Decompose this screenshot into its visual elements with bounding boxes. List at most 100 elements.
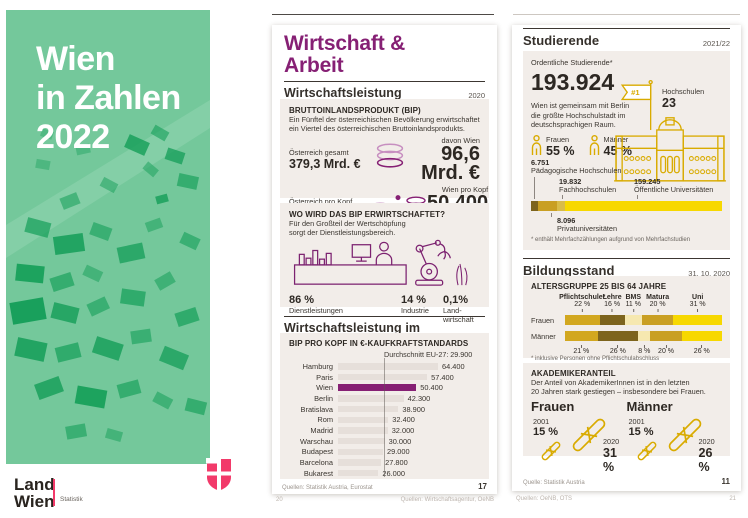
page-behind-edge-left [272, 14, 494, 15]
bar-category-label: Barcelona [299, 458, 333, 468]
students-footnote: * enthält Mehrfachzählungen aufgrund von… [531, 237, 691, 243]
tick [562, 195, 563, 199]
vienna-percap-label: Wien pro Kopf [441, 184, 489, 194]
vienna-total-value: 96,6 Mrd. € [421, 142, 480, 184]
academics-panel: AKADEMIKERANTEIL Der Anteil von Akademik… [523, 363, 730, 474]
bip-comparison-chart: Durchschnitt EU-27: 29.900 Hamburg 64.400… [289, 350, 480, 480]
sector-agriculture: 0,1% Land- wirtschaft [443, 294, 474, 325]
chart-bar-row: Wien 50.400 [289, 382, 480, 393]
agegroup-heading: ALTERSGRUPPE 25 BIS 64 JAHRE [531, 282, 667, 291]
pct: 8 % [638, 348, 651, 355]
chart-bar-row: Warschau 30.000 [289, 436, 480, 447]
chart-bar-row: Hamburg 64.400 [289, 361, 480, 372]
bar [338, 427, 388, 434]
men-heading: Männer [626, 398, 673, 414]
bar-value-label: 32.400 [392, 415, 415, 425]
agriculture-share: 0,1% [443, 293, 469, 306]
academics-heading: AKADEMIKERANTEIL [531, 369, 616, 378]
sector-industry: 14 % Industrie [401, 294, 443, 325]
women-2001: 2001 15 % [533, 417, 558, 438]
students-left-column: Ordentliche Studierende* 193.924 Wien is… [531, 58, 639, 161]
pct: 21 % [573, 348, 590, 355]
gdp-panel: BRUTTOINLANDSPRODUKT (BIP) Ein Fünftel d… [280, 99, 489, 232]
behind-page-number: 20 [276, 497, 283, 503]
gdp-total-row: Österreich gesamt 379,3 Mrd. € davon Wie… [289, 136, 480, 183]
year: 2020 [603, 436, 620, 446]
bar-segment [638, 331, 651, 341]
page-behind-edge-right [513, 14, 740, 15]
bar [338, 405, 399, 413]
cover-page: Wien in Zahlen 2022 [6, 10, 210, 464]
agegroup-panel: ALTERSGRUPPE 25 BIS 64 JAHRE Pflichtschu… [523, 276, 730, 362]
bar-category-label: Bukarest [303, 468, 333, 478]
services-share: 86 % [289, 293, 315, 306]
value: 19.832 [559, 177, 582, 186]
woman-icon [531, 135, 542, 161]
leader-line [534, 177, 535, 199]
fachhochschulen-label: 19.832 Fachhochschulen [559, 177, 616, 195]
pct: 20 % [658, 348, 675, 355]
category-name: Matura [646, 294, 670, 301]
students-stacked-bar [531, 201, 722, 211]
logo-wien: Wien [14, 492, 55, 511]
category-name: Pflichtschule* [559, 294, 606, 301]
bar-category-label: Rom [317, 415, 333, 425]
tick [551, 213, 552, 217]
gdp-description: Ein Fünftel der österreichischen Bevölke… [289, 115, 480, 134]
bar-segment [673, 315, 722, 325]
women-pct: 16 % [604, 301, 621, 308]
tick [581, 309, 583, 312]
bar [338, 373, 428, 381]
behind-page-source: Quellen: Wirtschaftsagentur, OeNB [400, 497, 494, 503]
diploma-icon-large [572, 418, 606, 451]
bar-segment [641, 315, 674, 325]
page-number: 11 [721, 477, 730, 486]
bar-category-label: Budapest [301, 447, 333, 457]
bar-value-label: 64.400 [442, 361, 465, 371]
women-value: 55 % [546, 144, 575, 159]
chart-bar-row: Rom 32.400 [289, 414, 480, 425]
bar-category-label: Wien [316, 383, 333, 393]
women-share: Frauen 55 % [531, 135, 575, 161]
bar-segment [531, 201, 538, 211]
tick [632, 309, 634, 312]
year: 2001 [628, 416, 645, 426]
tick [665, 345, 667, 348]
chart-bar-row: Madrid 32.000 [289, 425, 480, 436]
bar [338, 416, 389, 424]
coin-stack-icon [369, 142, 411, 176]
academics-women: Frauen 2001 15 % [531, 399, 627, 474]
bar-value-label: 50.400 [420, 383, 443, 393]
austria-percap-label: Österreich pro Kopf [289, 196, 353, 206]
bar-value-label: 26.000 [382, 468, 405, 478]
bar-segment [624, 315, 642, 325]
universities-count: Hochschulen 23 [662, 87, 720, 110]
men-pct-label: 8 % [638, 344, 650, 355]
page-title-economy: Wirtschaft & Arbeit [284, 32, 406, 78]
chart-bar-row: Bratislava 38.900 [289, 404, 480, 415]
value: 6.751 [531, 158, 550, 167]
services-label: Dienstleistungen [289, 305, 343, 315]
bar-value-label: 32.000 [391, 425, 415, 435]
city-map-pattern [6, 100, 210, 443]
section-header-students: Studierende 2021/22 [523, 28, 730, 48]
edu-category-label: BMS 11 % [626, 294, 641, 312]
men-pct-label: 20 % [658, 344, 674, 355]
land-wien-logo: Land Wien [14, 476, 55, 510]
chart-bar-row: Budapest 29.000 [289, 447, 480, 458]
women-pct: 22 % [574, 301, 591, 308]
bar-segment [650, 331, 682, 341]
source-note: Quelle: Statistik Austria [523, 480, 585, 486]
section-label: Wirtschaftsleistung [284, 86, 402, 100]
category-name: Uni [692, 294, 704, 301]
men-pct-label: 26 % [694, 344, 710, 355]
bar-value-label: 27.800 [385, 458, 408, 468]
row-label-men: Männer [531, 332, 556, 341]
agriculture-label: Land- wirtschaft [443, 305, 474, 324]
bar [338, 395, 404, 402]
eu-average-line [384, 358, 386, 477]
bar-category-label: Paris [316, 372, 333, 382]
bar-segment [537, 201, 558, 211]
chart-title: BIP PRO KOPF IN €-KAUFKRAFTSTANDARDS [289, 339, 469, 348]
